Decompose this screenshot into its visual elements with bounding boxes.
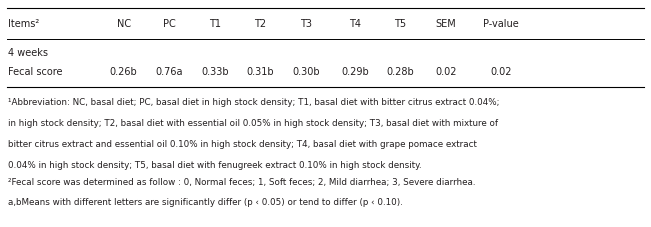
Text: 0.30b: 0.30b xyxy=(292,67,320,76)
Text: 0.33b: 0.33b xyxy=(201,67,229,76)
Text: 0.29b: 0.29b xyxy=(341,67,368,76)
Text: P-value: P-value xyxy=(484,19,519,29)
Text: 0.26b: 0.26b xyxy=(110,67,137,76)
Text: T4: T4 xyxy=(349,19,361,29)
Text: SEM: SEM xyxy=(436,19,456,29)
Text: T3: T3 xyxy=(300,19,312,29)
Text: Fecal score: Fecal score xyxy=(8,67,62,76)
Text: PC: PC xyxy=(163,19,176,29)
Text: 0.02: 0.02 xyxy=(490,67,512,76)
Text: bitter citrus extract and essential oil 0.10% in high stock density; T4, basal d: bitter citrus extract and essential oil … xyxy=(8,140,477,149)
Text: 0.28b: 0.28b xyxy=(387,67,414,76)
Text: 4 weeks: 4 weeks xyxy=(8,48,48,58)
Text: 0.04% in high stock density; T5, basal diet with fenugreek extract 0.10% in high: 0.04% in high stock density; T5, basal d… xyxy=(8,161,421,170)
Text: in high stock density; T2, basal diet with essential oil 0.05% in high stock den: in high stock density; T2, basal diet wi… xyxy=(8,119,498,128)
Text: T2: T2 xyxy=(255,19,266,29)
Text: NC: NC xyxy=(117,19,131,29)
Text: 0.76a: 0.76a xyxy=(156,67,183,76)
Text: ¹Abbreviation: NC, basal diet; PC, basal diet in high stock density; T1, basal d: ¹Abbreviation: NC, basal diet; PC, basal… xyxy=(8,98,499,107)
Text: T1: T1 xyxy=(209,19,221,29)
Text: 0.31b: 0.31b xyxy=(247,67,274,76)
Text: T5: T5 xyxy=(395,19,406,29)
Text: 0.02: 0.02 xyxy=(435,67,457,76)
Text: ²Fecal score was determined as follow : 0, Normal feces; 1, Soft feces; 2, Mild : ²Fecal score was determined as follow : … xyxy=(8,178,475,187)
Text: a,bMeans with different letters are significantly differ (p ‹ 0.05) or tend to d: a,bMeans with different letters are sign… xyxy=(8,198,403,207)
Text: Items²: Items² xyxy=(8,19,39,29)
